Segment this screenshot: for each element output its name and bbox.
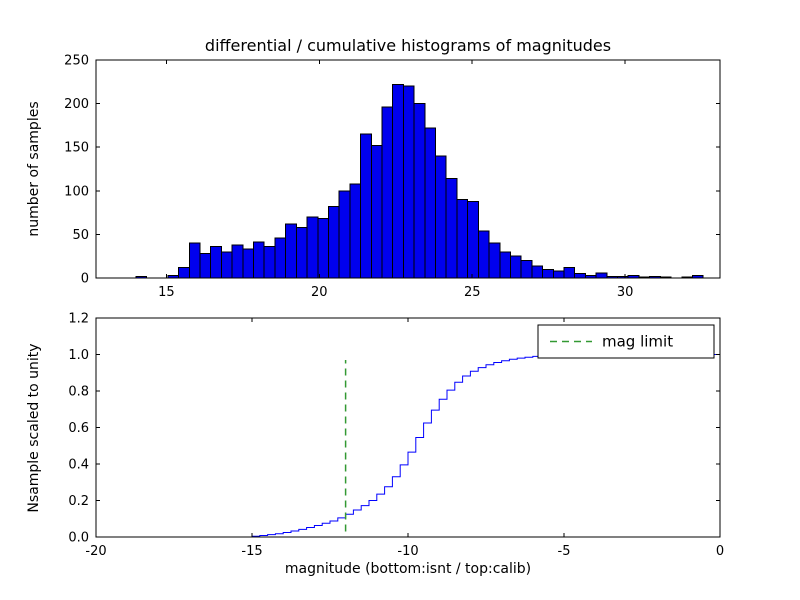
histogram-bar — [338, 190, 351, 279]
svg-text:0.2: 0.2 — [68, 494, 89, 509]
histogram-bar — [306, 216, 319, 279]
svg-text:50: 50 — [72, 228, 89, 243]
svg-text:30: 30 — [617, 285, 634, 300]
svg-text:20: 20 — [311, 285, 328, 300]
histogram-bar — [295, 226, 308, 279]
histogram-bar — [360, 133, 372, 279]
histogram-bar — [188, 242, 201, 279]
histogram-bar — [253, 241, 265, 279]
svg-text:-20: -20 — [85, 544, 106, 559]
tick-marks — [95, 317, 721, 538]
axes-frame — [95, 59, 721, 279]
histogram-bar — [402, 85, 415, 279]
figure-title: differential / cumulative histograms of … — [205, 36, 611, 55]
histogram-bar — [199, 253, 212, 279]
svg-text:0: 0 — [81, 272, 89, 287]
histogram-bar — [231, 244, 244, 279]
histogram-bar — [477, 230, 490, 279]
svg-text:0.0: 0.0 — [68, 531, 89, 546]
svg-text:0.4: 0.4 — [68, 458, 89, 473]
histogram-bar — [285, 223, 297, 279]
svg-text:15: 15 — [158, 285, 175, 300]
histogram-bar — [435, 155, 447, 279]
svg-text:150: 150 — [64, 141, 89, 156]
histogram-bar — [220, 251, 233, 279]
svg-text:0: 0 — [716, 544, 724, 559]
legend-label: mag limit — [602, 333, 673, 351]
plots-group: 15 20 25 30 0 50 100 150 200 250 -20 -15 -10 -5 0 0.0 0.… — [64, 54, 724, 560]
svg-text:-5: -5 — [558, 544, 571, 559]
histogram-bar — [520, 260, 533, 279]
bottom-x-axis-label: magnitude (bottom:isnt / top:calib) — [285, 561, 531, 577]
histogram-bar — [424, 127, 437, 279]
histogram-bar — [263, 246, 276, 279]
svg-text:100: 100 — [64, 184, 89, 199]
histogram-bar — [488, 242, 501, 279]
histogram-bar — [574, 273, 586, 279]
histogram-bar — [274, 237, 287, 279]
histogram-bars — [135, 83, 704, 279]
histogram-bar — [456, 199, 469, 279]
tick-marks — [96, 59, 720, 279]
histogram-bar — [327, 205, 340, 279]
histogram-bar — [210, 246, 222, 279]
bottom-cumulative-axes: -20 -15 -10 -5 0 0.0 0.2 0.4 0.6 0.8 1.0 1.2 mag lim… — [68, 312, 724, 560]
bottom-y-axis-label: Nsample scaled to unity — [26, 343, 42, 512]
histogram-bar — [242, 248, 255, 279]
svg-text:200: 200 — [64, 97, 89, 112]
tick-labels: -20 -15 -10 -5 0 0.0 0.2 0.4 0.6 0.8 1.0 1.2 — [68, 312, 724, 560]
histogram-bar — [178, 267, 190, 279]
tick-labels: 15 20 25 30 0 50 100 150 200 250 — [64, 54, 633, 301]
svg-text:0.6: 0.6 — [68, 421, 89, 436]
cumulative-curve — [96, 354, 720, 538]
histogram-bar — [317, 218, 329, 279]
histogram-bar — [563, 267, 576, 279]
histogram-bar — [413, 103, 426, 279]
histogram-bar — [509, 255, 522, 279]
histogram-bar — [542, 268, 554, 279]
histogram-bar — [467, 200, 479, 279]
svg-text:25: 25 — [464, 285, 481, 300]
histogram-bar — [499, 251, 511, 279]
histogram-bar — [531, 265, 544, 279]
svg-text:-10: -10 — [397, 544, 418, 559]
top-y-axis-label: number of samples — [26, 101, 42, 236]
histogram-bar — [595, 272, 608, 279]
histogram-bar — [349, 183, 362, 279]
svg-text:1.2: 1.2 — [68, 312, 89, 327]
svg-text:1.0: 1.0 — [68, 348, 89, 363]
svg-text:0.8: 0.8 — [68, 385, 89, 400]
svg-text:250: 250 — [64, 54, 89, 69]
histogram-bar — [381, 106, 394, 279]
histogram-bar — [445, 178, 458, 279]
top-histogram-axes: 15 20 25 30 0 50 100 150 200 250 — [64, 54, 721, 301]
histogram-bar — [392, 83, 404, 279]
svg-text:-15: -15 — [241, 544, 262, 559]
histogram-bar — [552, 270, 565, 279]
legend: mag limit — [537, 324, 715, 359]
histogram-bar — [370, 144, 383, 279]
